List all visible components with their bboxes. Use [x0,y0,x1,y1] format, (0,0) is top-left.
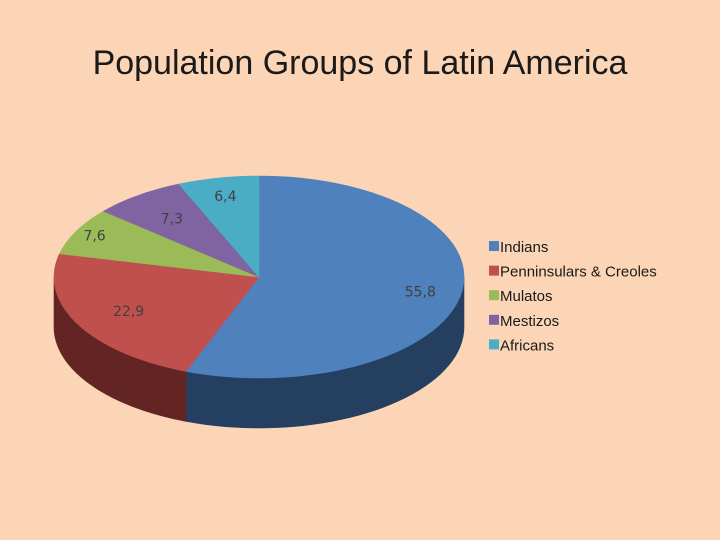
legend-label-mulatos: Mulatos [500,288,553,305]
legend-swatch-mestizos [489,314,499,325]
legend-swatch-penninsulars-creoles [489,265,499,276]
slice-mulatos [59,210,260,278]
data-label-africans: 6,4 [214,189,236,205]
data-label-indians: 55,8 [405,285,436,301]
legend-label-penninsulars-creoles: Penninsulars & Creoles [500,264,657,281]
legend-swatch-mulatos [489,290,499,301]
chart-title: Population Groups of Latin America [92,44,628,82]
data-label-mulatos: 7,6 [83,229,105,245]
data-label-mestizos: 7,3 [161,211,183,227]
slice-indians [185,175,465,379]
data-label-penninsulars-creoles: 22,9 [113,304,144,320]
legend-label-mestizos: Mestizos [500,313,559,330]
pie-slices [53,175,465,379]
legend-swatch-africans [489,339,499,350]
slice-mestizos [102,183,260,278]
slice-africans [178,175,260,278]
legend-label-africans: Africans [500,337,554,354]
legend: Indians Penninsulars & Creoles Mulatos Mest… [489,239,657,354]
legend-swatch-indians [489,241,499,251]
data-labels: 55,8 22,9 7,6 7,3 6,4 [83,189,435,320]
legend-label-indians: Indians [500,239,548,256]
slice-penninsulars-creoles [53,253,260,372]
